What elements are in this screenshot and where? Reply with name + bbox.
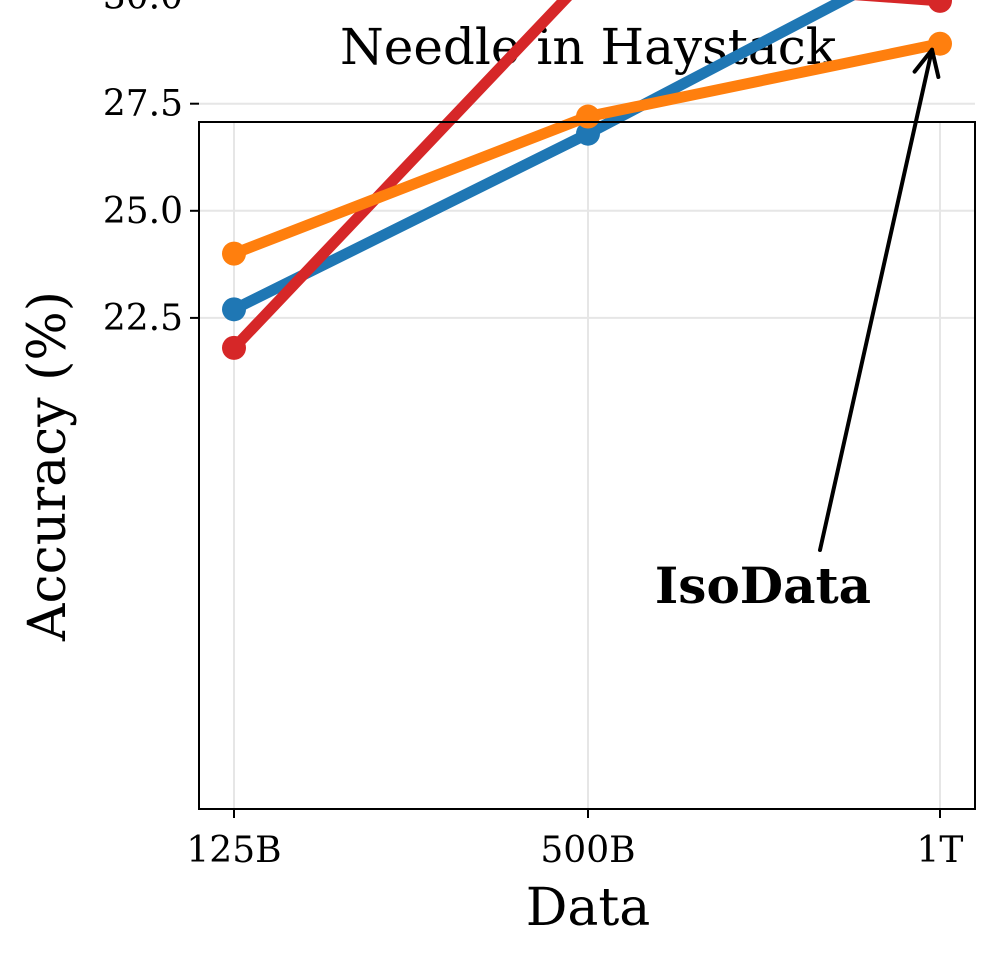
annotation-arrow-head bbox=[912, 47, 941, 79]
x-tick-label: 1T bbox=[917, 830, 964, 871]
y-tick-label: 25.0 bbox=[103, 191, 183, 232]
annotation-group: IsoData bbox=[655, 47, 941, 615]
grid bbox=[199, 102, 975, 809]
y-tick-label: 27.5 bbox=[103, 84, 183, 125]
series-line bbox=[228, 0, 946, 354]
series-point bbox=[222, 297, 246, 322]
y-tick-label: 30.0 bbox=[103, 0, 183, 18]
annotation-label: IsoData bbox=[655, 556, 871, 615]
x-tick-label: 500B bbox=[540, 830, 635, 871]
x-axis-ticks: 125B 500B 1T bbox=[186, 809, 963, 871]
annotation-arrow-shaft bbox=[818, 47, 934, 552]
y-tick-label: 22.5 bbox=[103, 298, 183, 339]
series-point bbox=[576, 121, 600, 146]
x-tick-label: 125B bbox=[186, 830, 281, 871]
series-group bbox=[222, 0, 952, 360]
series-point bbox=[222, 335, 246, 360]
x-axis-label: Data bbox=[526, 878, 651, 938]
series-point bbox=[222, 241, 246, 266]
y-axis-label: Accuracy (%) bbox=[18, 291, 78, 642]
y-axis-ticks: 22.525.027.530.032.535.0 bbox=[103, 0, 199, 339]
series-point bbox=[928, 0, 952, 13]
series-point bbox=[576, 104, 600, 129]
